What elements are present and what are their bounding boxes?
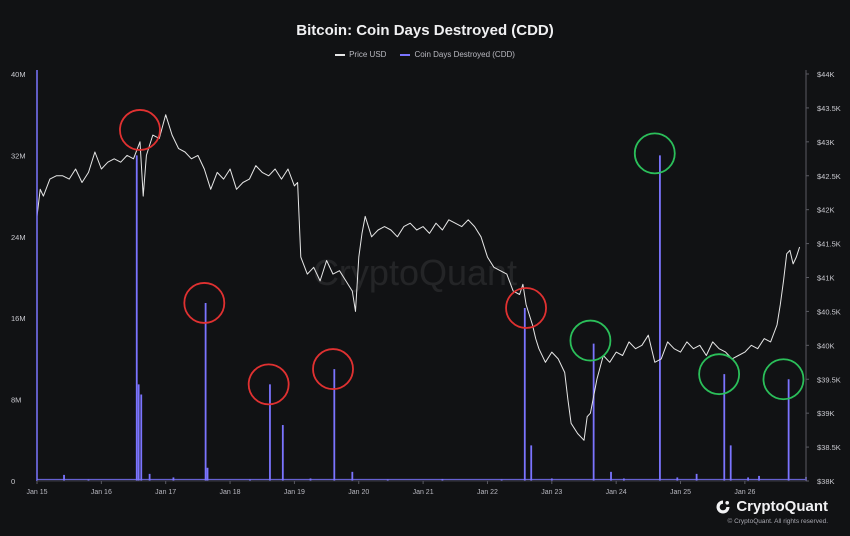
legend-label-price: Price USD <box>349 50 387 59</box>
x-tick-label: Jan 21 <box>413 489 434 496</box>
x-tick-label: Jan 22 <box>477 489 498 496</box>
x-tick-label: Jan 24 <box>606 489 627 496</box>
y-right-tick-label: $39.5K <box>817 375 841 384</box>
y-left-tick-label: 32M <box>11 151 26 160</box>
y-left-tick-label: 16M <box>11 314 26 323</box>
y-right-tick-label: $43.5K <box>817 104 841 113</box>
y-right-tick-label: $42K <box>817 206 835 215</box>
y-left-tick-label: 24M <box>11 233 26 242</box>
chart-title: Bitcoin: Coin Days Destroyed (CDD) <box>296 22 554 39</box>
red-highlight-circle <box>119 109 161 151</box>
green-highlight-circle <box>569 319 612 362</box>
y-right-tick-label: $41.5K <box>817 240 841 249</box>
y-left-tick-label: 40M <box>11 70 26 79</box>
x-tick-label: Jan 26 <box>734 489 755 496</box>
green-highlight-circle <box>762 358 805 401</box>
axes: 0 8M 16M 24M 32M 40M $38K $38.5K $39K $39.5K $40K $… <box>11 70 841 496</box>
x-tick-label: Jan 18 <box>220 489 241 496</box>
y-right-tick-label: $40K <box>817 341 835 350</box>
legend-label-cdd: Coin Days Destroyed (CDD) <box>414 50 515 59</box>
cryptoquant-logo-icon <box>716 500 730 513</box>
y-right-tick-label: $38K <box>817 477 835 486</box>
brand: CryptoQuant <box>715 498 828 515</box>
copyright: © CryptoQuant. All rights reserved. <box>727 518 828 525</box>
cdd-series <box>37 155 807 481</box>
price-series <box>36 114 801 441</box>
x-tick-label: Jan 23 <box>541 489 562 496</box>
y-right-tick-label: $41K <box>817 274 835 283</box>
green-highlight-circle <box>633 132 676 175</box>
green-highlight-circle <box>698 353 741 396</box>
x-tick-label: Jan 19 <box>284 489 305 496</box>
y-right-tick-label: $38.5K <box>817 443 841 452</box>
brand-name: CryptoQuant <box>736 498 828 515</box>
y-right-tick-label: $43K <box>817 138 835 147</box>
y-right-tick-label: $42.5K <box>817 172 841 181</box>
red-highlight-circle <box>183 282 226 324</box>
x-tick-label: Jan 20 <box>348 489 369 496</box>
red-highlight-circle <box>312 348 354 390</box>
y-right-tick-label: $40.5K <box>817 307 841 316</box>
y-right-tick-label: $39K <box>817 409 835 418</box>
y-left-tick-label: 8M <box>11 396 21 405</box>
price-line <box>36 114 801 441</box>
red-highlight-circle <box>505 287 547 329</box>
x-tick-label: Jan 16 <box>91 489 112 496</box>
legend-swatch-price <box>335 53 346 56</box>
legend-item-cdd[interactable]: Coin Days Destroyed (CDD) <box>400 50 515 59</box>
red-highlight-circle <box>247 363 290 406</box>
legend-swatch-cdd <box>400 53 411 56</box>
annotations <box>119 109 805 406</box>
legend-item-price[interactable]: Price USD <box>335 50 386 59</box>
y-left-tick-label: 0 <box>11 477 15 486</box>
y-right-tick-label: $44K <box>817 70 835 79</box>
watermark-text: CryptoQuant <box>313 252 517 293</box>
legend: Price USD Coin Days Destroyed (CDD) <box>0 50 850 59</box>
x-tick-label: Jan 17 <box>155 489 176 496</box>
x-tick-label: Jan 25 <box>670 489 691 496</box>
x-tick-label: Jan 15 <box>26 489 47 496</box>
